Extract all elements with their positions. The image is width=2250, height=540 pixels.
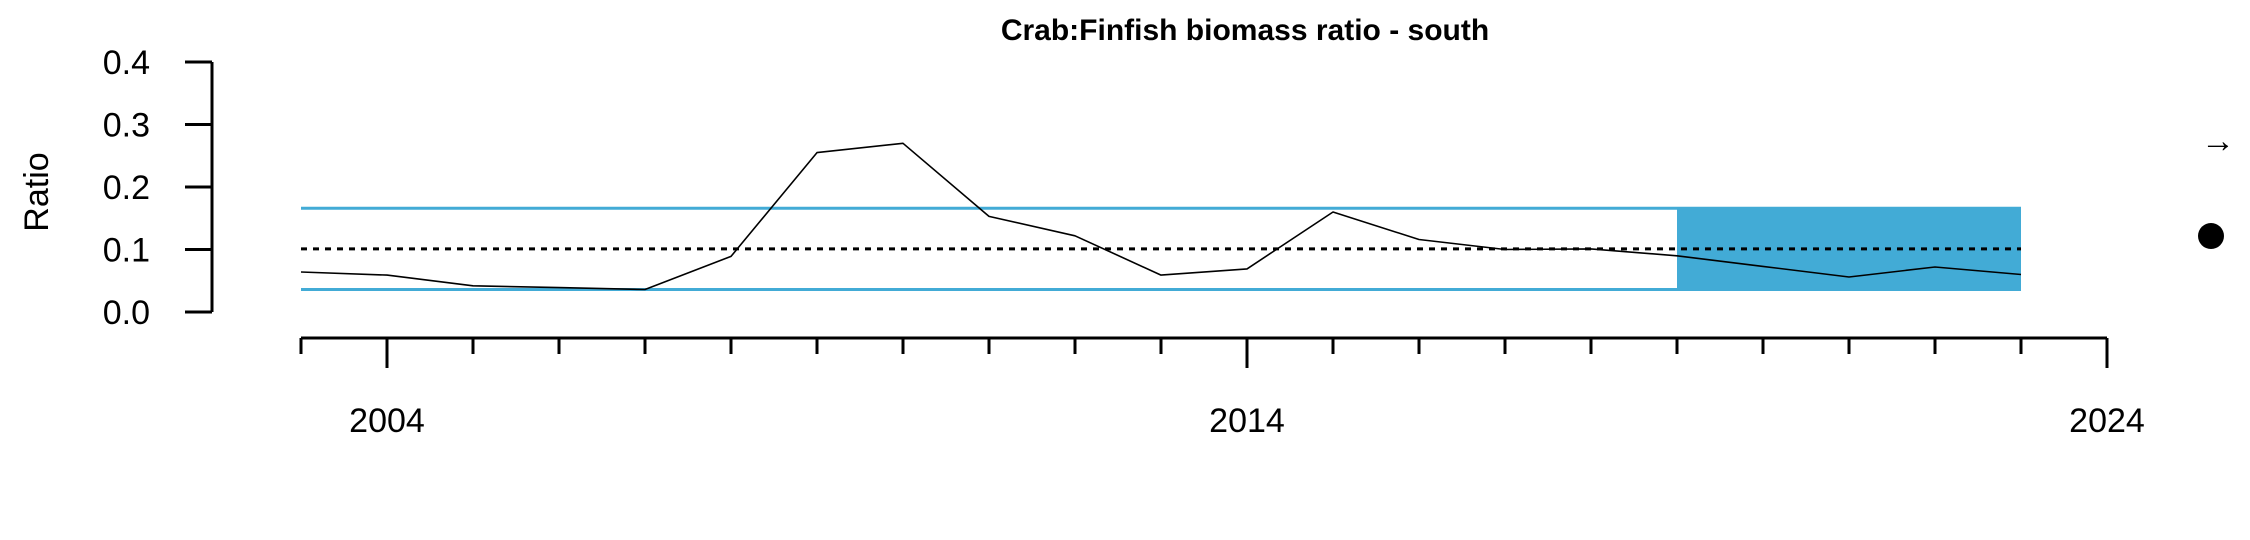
y-axis: 0.0 0.1 0.2 0.3 0.4	[103, 44, 214, 332]
y-tick-label: 0.3	[103, 107, 150, 145]
y-tick-label: 0.2	[103, 169, 150, 207]
reference-bands	[301, 206, 2021, 291]
x-tick-label: 2014	[1209, 402, 1285, 440]
x-tick-label: 2024	[2069, 402, 2145, 440]
filled-circle-icon	[2198, 223, 2224, 249]
x-tick-label: 2004	[349, 402, 425, 440]
chart-title: Crab:Finfish biomass ratio - south	[1001, 14, 1489, 47]
y-tick-label: 0.1	[103, 232, 150, 270]
y-axis-label: Ratio	[18, 152, 56, 231]
x-axis: 2004 2014 2024	[299, 336, 2145, 440]
y-tick-label: 0.4	[103, 44, 150, 82]
arrow-right-icon: →	[2201, 122, 2235, 160]
series-line-0	[300, 142, 2022, 291]
y-tick-label: 0.0	[103, 294, 150, 332]
series-lines	[300, 142, 2022, 291]
